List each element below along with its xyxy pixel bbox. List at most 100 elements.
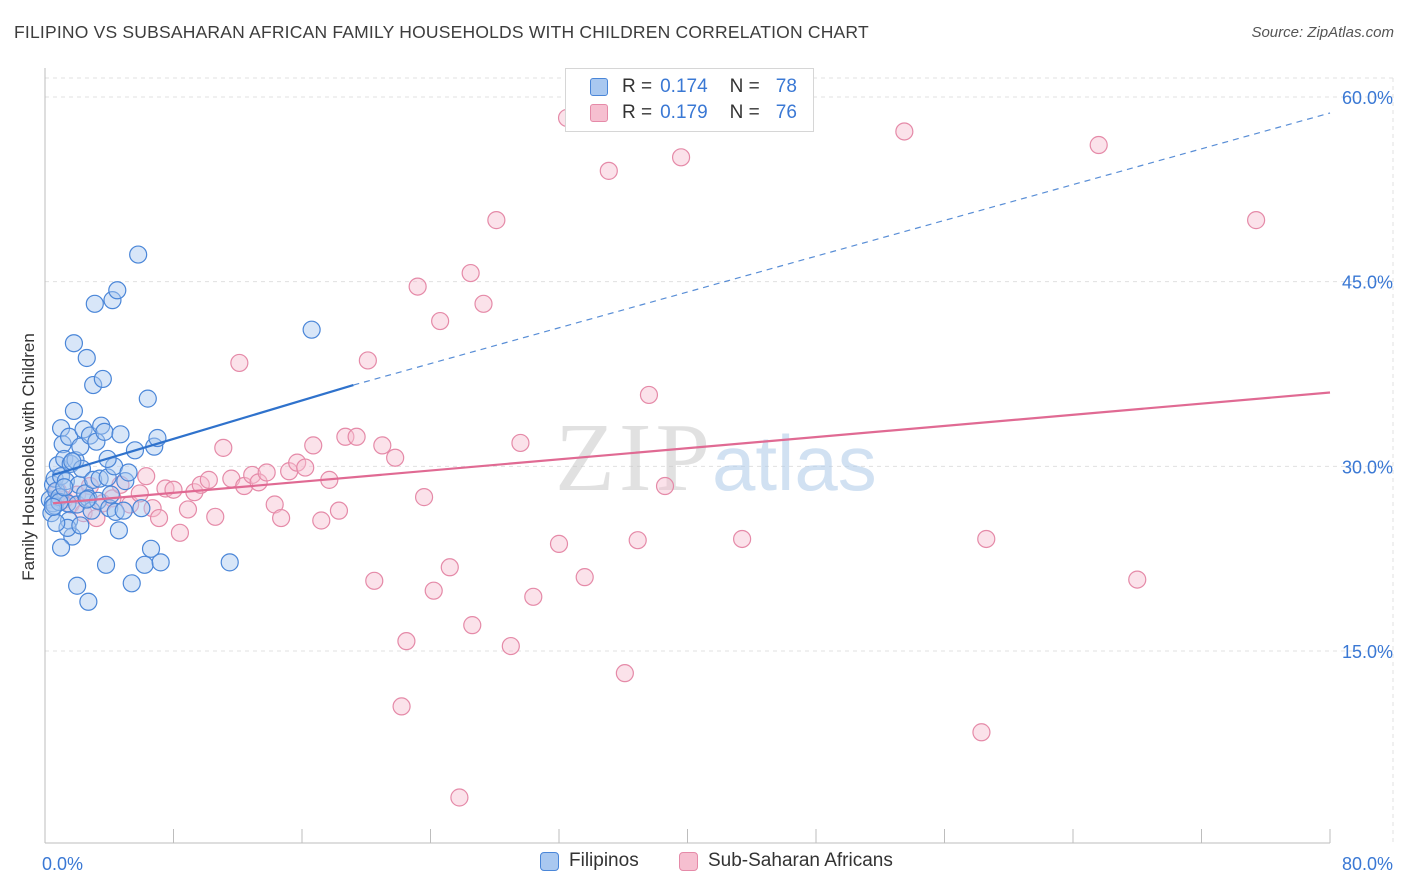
filipinos-legend-swatch [540,851,559,871]
points-layer [40,108,1266,807]
subsaharan-point [130,484,149,503]
subsaharan-point [424,581,443,600]
subsaharan-point [501,636,520,656]
r-value: 0.179 [660,102,708,123]
y-axis-label: Family Households with Children [19,333,38,581]
subsaharan-point [615,664,634,683]
filipinos-point [77,348,96,368]
filipinos-point [109,521,128,540]
subsaharan-point [1128,570,1147,589]
subsaharan-point [414,488,434,507]
filipinos-point [71,516,90,535]
subsaharan-point [214,438,233,457]
n-value: 76 [775,102,797,123]
subsaharan-point [1089,135,1108,155]
labels-layer: 15.0% 30.0% 45.0% 60.0% 0.0% 80.0% [42,88,1393,874]
filipinos-point [114,501,133,520]
subsaharan-point [972,723,991,742]
subsaharan-point [733,529,752,549]
legend-item-subsaharan[interactable]: Sub-Saharan Africans [679,850,893,872]
filipinos-point [64,401,84,421]
subsaharan-point [408,277,427,296]
subsaharan-trendline [52,391,1331,505]
subsaharan-point [392,697,411,716]
subsaharan-point [178,500,198,519]
subsaharan-point [386,448,405,467]
filipinos-point [79,592,98,611]
filipinos-point [64,334,84,353]
stats-legend-row-filipinos: R = 0.174 N = 78 [590,75,797,99]
filipinos-point [51,538,71,557]
subsaharan-point [358,351,377,370]
filipinos-point [93,369,112,389]
subsaharan-point [431,311,450,331]
filipinos-swatch [590,78,608,96]
subsaharan-swatch [590,104,608,122]
subsaharan-point [312,511,331,530]
y-tick-label: 15.0% [1342,642,1393,662]
axes-layer [44,68,1331,844]
subsaharan-point [1247,211,1266,230]
y-tick-label: 45.0% [1342,273,1393,293]
filipinos-point [302,320,321,339]
watermark-atlas: atlas [712,419,877,507]
filipinos-point [132,499,151,518]
subsaharan-point [397,632,416,651]
subsaharan-point [895,122,914,141]
filipinos-point [85,294,104,313]
filipinos-point [98,468,117,487]
filipinos-point [55,478,74,497]
stats-legend: R = 0.174 N = 78 R = 0.179 N = 76 [565,68,814,132]
filipinos-point [108,281,127,300]
subsaharan-point [977,529,996,549]
subsaharan-point [461,263,480,283]
subsaharan-point [257,463,276,482]
subsaharan-point [206,507,225,526]
subsaharan-point [450,788,469,807]
subsaharan-point [440,558,459,577]
subsaharan-point [575,568,594,587]
legend-label-filipinos: Filipinos [569,850,639,871]
x-tick-label: 80.0% [1342,854,1393,874]
filipinos-trendline [52,384,354,477]
filipinos-point [220,553,239,572]
watermark: ZIP atlas [555,404,877,512]
r-label: R = [622,76,653,97]
subsaharan-point [671,148,691,167]
filipinos-point [111,425,130,444]
subsaharan-point [170,523,190,542]
subsaharan-point [511,433,530,453]
subsaharan-point [599,161,618,180]
legend-label-subsaharan: Sub-Saharan Africans [708,850,893,871]
r-value: 0.174 [660,76,708,97]
subsaharan-point [373,436,392,455]
filipinos-point [141,539,161,558]
subsaharan-point [639,385,659,405]
subsaharan-point [304,436,323,455]
subsaharan-point [474,294,493,313]
r-label: R = [622,102,653,123]
filipinos-point [95,422,114,441]
subsaharan-point [628,531,647,550]
filipinos-point [138,389,157,408]
subsaharan-point [296,458,315,477]
filipinos-point [119,463,138,482]
filipinos-point [84,470,103,489]
filipinos-point [84,375,103,395]
subsaharan-point [524,587,543,606]
n-label: N = [729,102,760,123]
filipinos-point [68,576,87,595]
subsaharan-point [164,480,183,499]
y-tick-label: 30.0% [1342,457,1393,477]
source-label: Source: ZipAtlas.com [1251,24,1394,41]
filipinos-point [135,555,154,574]
legend-item-filipinos[interactable]: Filipinos [540,850,639,872]
subsaharan-point [243,465,262,485]
trend-layer [52,112,1331,505]
subsaharan-point [655,476,675,496]
x-tick-label: 0.0% [42,854,83,874]
filipinos-point [129,245,148,264]
filipinos-point [151,553,170,572]
chart-title: FILIPINO VS SUBSAHARAN AFRICAN FAMILY HO… [14,22,869,42]
